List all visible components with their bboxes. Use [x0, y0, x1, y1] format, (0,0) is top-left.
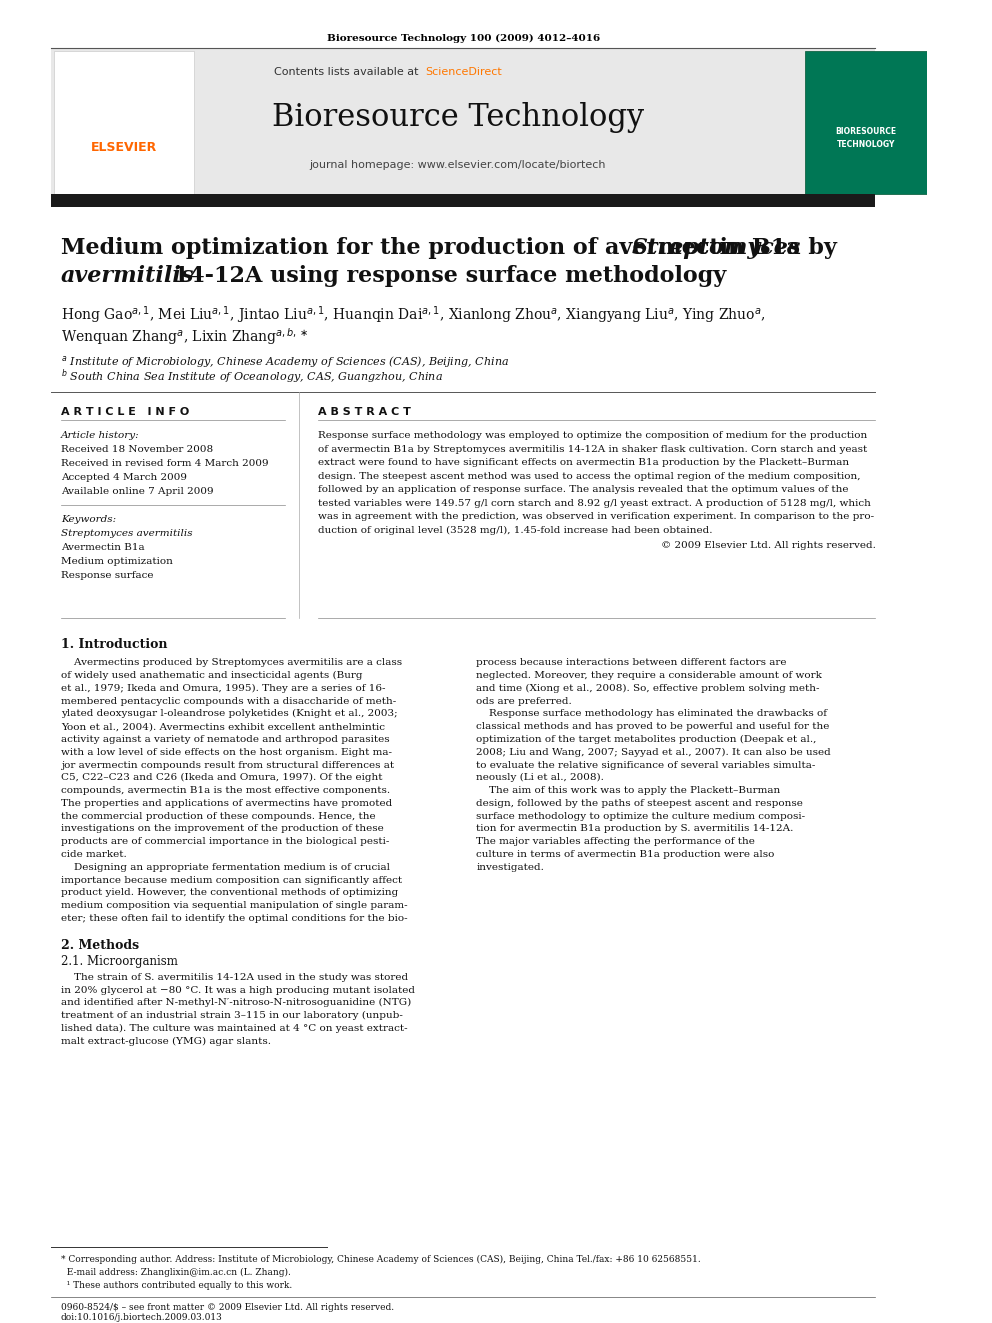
- Bar: [52, 194, 875, 206]
- Text: to evaluate the relative significance of several variables simulta-: to evaluate the relative significance of…: [476, 761, 815, 770]
- Text: Avermectin B1a: Avermectin B1a: [61, 544, 145, 552]
- Text: Streptomyces avermitilis: Streptomyces avermitilis: [61, 529, 192, 538]
- Text: medium composition via sequential manipulation of single param-: medium composition via sequential manipu…: [61, 901, 408, 910]
- Text: Received in revised form 4 March 2009: Received in revised form 4 March 2009: [61, 459, 269, 468]
- Text: of avermectin B1a by Streptomyces avermitilis 14-12A in shaker flask cultivation: of avermectin B1a by Streptomyces avermi…: [317, 445, 867, 454]
- Text: investigated.: investigated.: [476, 863, 545, 872]
- Text: classical methods and has proved to be powerful and useful for the: classical methods and has proved to be p…: [476, 722, 830, 732]
- Text: Response surface methodology was employed to optimize the composition of medium : Response surface methodology was employe…: [317, 431, 867, 441]
- Text: neously (Li et al., 2008).: neously (Li et al., 2008).: [476, 773, 604, 782]
- Text: ods are preferred.: ods are preferred.: [476, 696, 572, 705]
- Text: product yield. However, the conventional methods of optimizing: product yield. However, the conventional…: [61, 889, 398, 897]
- Text: Response surface: Response surface: [61, 572, 153, 581]
- Text: Designing an appropriate fermentation medium is of crucial: Designing an appropriate fermentation me…: [61, 863, 390, 872]
- Text: ELSEVIER: ELSEVIER: [91, 142, 158, 155]
- Text: avermitilis: avermitilis: [61, 265, 194, 287]
- Text: surface methodology to optimize the culture medium composi-: surface methodology to optimize the cult…: [476, 812, 806, 820]
- Text: Bioresource Technology 100 (2009) 4012–4016: Bioresource Technology 100 (2009) 4012–4…: [326, 33, 600, 42]
- Text: BIORESOURCE
TECHNOLOGY: BIORESOURCE TECHNOLOGY: [835, 127, 897, 149]
- Text: The strain of S. avermitilis 14-12A used in the study was stored: The strain of S. avermitilis 14-12A used…: [61, 972, 408, 982]
- Text: products are of commercial importance in the biological pesti-: products are of commercial importance in…: [61, 837, 389, 847]
- Text: E-mail address: Zhanglixin@im.ac.cn (L. Zhang).: E-mail address: Zhanglixin@im.ac.cn (L. …: [61, 1267, 291, 1277]
- Bar: [806, 52, 927, 194]
- Text: Response surface methodology has eliminated the drawbacks of: Response surface methodology has elimina…: [476, 709, 827, 718]
- Text: eter; these often fail to identify the optimal conditions for the bio-: eter; these often fail to identify the o…: [61, 914, 408, 923]
- Text: cide market.: cide market.: [61, 851, 126, 859]
- Bar: [52, 48, 875, 194]
- Text: © 2009 Elsevier Ltd. All rights reserved.: © 2009 Elsevier Ltd. All rights reserved…: [661, 541, 875, 550]
- Text: activity against a variety of nematode and arthropod parasites: activity against a variety of nematode a…: [61, 736, 389, 744]
- Text: compounds, avermectin B1a is the most effective components.: compounds, avermectin B1a is the most ef…: [61, 786, 390, 795]
- Text: $^{b}$ South China Sea Institute of Oceanology, CAS, Guangzhou, China: $^{b}$ South China Sea Institute of Ocea…: [61, 368, 442, 386]
- Text: in 20% glycerol at −80 °C. It was a high producing mutant isolated: in 20% glycerol at −80 °C. It was a high…: [61, 986, 415, 995]
- Text: ¹ These authors contributed equally to this work.: ¹ These authors contributed equally to t…: [61, 1281, 292, 1290]
- Text: membered pentacyclic compounds with a disaccharide of meth-: membered pentacyclic compounds with a di…: [61, 696, 396, 705]
- Text: Medium optimization: Medium optimization: [61, 557, 173, 566]
- Text: with a low level of side effects on the host organism. Eight ma-: with a low level of side effects on the …: [61, 747, 392, 757]
- Text: et al., 1979; Ikeda and Omura, 1995). They are a series of 16-: et al., 1979; Ikeda and Omura, 1995). Th…: [61, 684, 385, 693]
- Text: followed by an application of response surface. The analysis revealed that the o: followed by an application of response s…: [317, 486, 848, 495]
- Text: duction of original level (3528 mg/l), 1.45-fold increase had been obtained.: duction of original level (3528 mg/l), 1…: [317, 525, 712, 534]
- Text: jor avermectin compounds result from structural differences at: jor avermectin compounds result from str…: [61, 761, 394, 770]
- Text: of widely used anathematic and insecticidal agents (Burg: of widely used anathematic and insectici…: [61, 671, 362, 680]
- Text: tion for avermectin B1a production by S. avermitilis 14-12A.: tion for avermectin B1a production by S.…: [476, 824, 794, 833]
- Text: process because interactions between different factors are: process because interactions between dif…: [476, 658, 787, 667]
- Text: The properties and applications of avermectins have promoted: The properties and applications of averm…: [61, 799, 392, 808]
- Text: doi:10.1016/j.biortech.2009.03.013: doi:10.1016/j.biortech.2009.03.013: [61, 1312, 222, 1322]
- Text: extract were found to have significant effects on avermectin B1a production by t: extract were found to have significant e…: [317, 458, 849, 467]
- Text: $^{a}$ Institute of Microbiology, Chinese Academy of Sciences (CAS), Beijing, Ch: $^{a}$ Institute of Microbiology, Chines…: [61, 355, 509, 369]
- Bar: [55, 52, 194, 194]
- Text: malt extract-glucose (YMG) agar slants.: malt extract-glucose (YMG) agar slants.: [61, 1037, 271, 1046]
- Text: treatment of an industrial strain 3–115 in our laboratory (unpub-: treatment of an industrial strain 3–115 …: [61, 1011, 403, 1020]
- Text: neglected. Moreover, they require a considerable amount of work: neglected. Moreover, they require a cons…: [476, 671, 822, 680]
- Text: C5, C22–C23 and C26 (Ikeda and Omura, 1997). Of the eight: C5, C22–C23 and C26 (Ikeda and Omura, 19…: [61, 773, 382, 782]
- Text: and time (Xiong et al., 2008). So, effective problem solving meth-: and time (Xiong et al., 2008). So, effec…: [476, 684, 820, 693]
- Text: 2.1. Microorganism: 2.1. Microorganism: [61, 955, 178, 968]
- Text: 2008; Liu and Wang, 2007; Sayyad et al., 2007). It can also be used: 2008; Liu and Wang, 2007; Sayyad et al.,…: [476, 747, 831, 757]
- Text: Contents lists available at: Contents lists available at: [274, 67, 426, 77]
- Text: lished data). The culture was maintained at 4 °C on yeast extract-: lished data). The culture was maintained…: [61, 1024, 408, 1033]
- Text: Hong Gao$^{a,1}$, Mei Liu$^{a,1}$, Jintao Liu$^{a,1}$, Huanqin Dai$^{a,1}$, Xian: Hong Gao$^{a,1}$, Mei Liu$^{a,1}$, Jinta…: [61, 304, 765, 325]
- Text: design. The steepest ascent method was used to access the optimal region of the : design. The steepest ascent method was u…: [317, 472, 860, 480]
- Text: Received 18 November 2008: Received 18 November 2008: [61, 446, 213, 454]
- Text: optimization of the target metabolites production (Deepak et al.,: optimization of the target metabolites p…: [476, 734, 816, 744]
- Text: 2. Methods: 2. Methods: [61, 939, 139, 951]
- Text: and identified after N-methyl-N′-nitroso-N-nitrosoguanidine (NTG): and identified after N-methyl-N′-nitroso…: [61, 999, 411, 1008]
- Text: * Corresponding author. Address: Institute of Microbiology, Chinese Academy of S: * Corresponding author. Address: Institu…: [61, 1254, 700, 1263]
- Text: Article history:: Article history:: [61, 431, 139, 441]
- Text: A B S T R A C T: A B S T R A C T: [317, 406, 411, 417]
- Text: 14-12A using response surface methodology: 14-12A using response surface methodolog…: [167, 265, 726, 287]
- Text: journal homepage: www.elsevier.com/locate/biortech: journal homepage: www.elsevier.com/locat…: [310, 160, 606, 169]
- Text: Available online 7 April 2009: Available online 7 April 2009: [61, 487, 213, 496]
- Text: Bioresource Technology: Bioresource Technology: [272, 102, 644, 134]
- Text: Streptomyces: Streptomyces: [632, 237, 801, 259]
- Text: the commercial production of these compounds. Hence, the: the commercial production of these compo…: [61, 812, 375, 820]
- Text: investigations on the improvement of the production of these: investigations on the improvement of the…: [61, 824, 384, 833]
- Text: Avermectins produced by Streptomyces avermitilis are a class: Avermectins produced by Streptomyces ave…: [61, 658, 402, 667]
- Text: The aim of this work was to apply the Plackett–Burman: The aim of this work was to apply the Pl…: [476, 786, 781, 795]
- Text: culture in terms of avermectin B1a production were also: culture in terms of avermectin B1a produ…: [476, 851, 775, 859]
- Text: ScienceDirect: ScienceDirect: [426, 67, 502, 77]
- Text: Medium optimization for the production of avermectin B1a by: Medium optimization for the production o…: [61, 237, 844, 259]
- Text: 1. Introduction: 1. Introduction: [61, 638, 168, 651]
- Text: tested variables were 149.57 g/l corn starch and 8.92 g/l yeast extract. A produ: tested variables were 149.57 g/l corn st…: [317, 499, 871, 508]
- Text: was in agreement with the prediction, was observed in verification experiment. I: was in agreement with the prediction, wa…: [317, 512, 874, 521]
- Text: importance because medium composition can significantly affect: importance because medium composition ca…: [61, 876, 402, 885]
- Text: design, followed by the paths of steepest ascent and response: design, followed by the paths of steepes…: [476, 799, 804, 808]
- Text: The major variables affecting the performance of the: The major variables affecting the perfor…: [476, 837, 755, 847]
- Text: Yoon et al., 2004). Avermectins exhibit excellent anthelmintic: Yoon et al., 2004). Avermectins exhibit …: [61, 722, 385, 732]
- Text: 0960-8524/$ – see front matter © 2009 Elsevier Ltd. All rights reserved.: 0960-8524/$ – see front matter © 2009 El…: [61, 1303, 394, 1312]
- Text: ylated deoxysugar l-oleandrose polyketides (Knight et al., 2003;: ylated deoxysugar l-oleandrose polyketid…: [61, 709, 398, 718]
- Text: Accepted 4 March 2009: Accepted 4 March 2009: [61, 474, 186, 483]
- Text: A R T I C L E   I N F O: A R T I C L E I N F O: [61, 406, 189, 417]
- Text: Keywords:: Keywords:: [61, 515, 116, 524]
- Text: Wenquan Zhang$^{a}$, Lixin Zhang$^{a,b,\ast}$: Wenquan Zhang$^{a}$, Lixin Zhang$^{a,b,\…: [61, 327, 309, 347]
